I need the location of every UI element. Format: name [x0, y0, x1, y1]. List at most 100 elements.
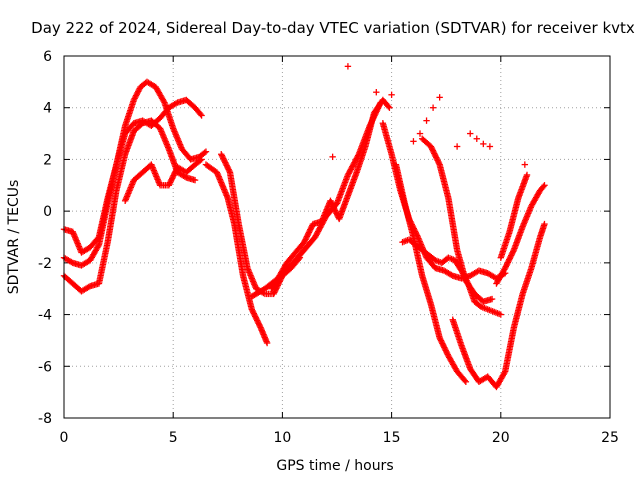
data-point	[226, 167, 233, 175]
data-point	[218, 152, 226, 159]
data-point	[388, 91, 395, 98]
data-point	[433, 155, 441, 163]
data-point	[198, 156, 205, 163]
x-tick-label: 25	[601, 430, 619, 446]
data-point	[132, 93, 139, 101]
data-point	[166, 179, 174, 186]
data-point	[220, 156, 228, 164]
data-point	[540, 183, 547, 190]
data-point	[506, 256, 513, 263]
y-axis-label: SDTVAR / TECUs	[6, 180, 22, 295]
data-point	[386, 104, 393, 111]
data-point	[372, 109, 380, 116]
data-point	[461, 377, 468, 384]
data-point	[374, 106, 381, 114]
data-point	[416, 130, 424, 137]
data-point	[135, 88, 142, 95]
data-point	[302, 236, 309, 243]
data-point	[448, 271, 455, 279]
data-point	[443, 348, 450, 355]
data-point	[367, 121, 374, 128]
data-point	[160, 97, 167, 105]
data-point	[433, 154, 440, 161]
series-low-arc	[449, 220, 548, 391]
data-point	[303, 233, 311, 240]
data-point	[368, 118, 376, 125]
data-point	[369, 116, 376, 124]
data-point	[169, 173, 177, 181]
data-point	[370, 113, 378, 121]
data-point	[508, 252, 515, 259]
y-tick-label: 2	[43, 152, 52, 168]
data-point	[271, 289, 278, 296]
data-point	[224, 163, 231, 170]
data-point	[486, 143, 494, 150]
data-point	[480, 140, 487, 148]
data-point	[130, 96, 138, 104]
data-point	[431, 150, 438, 157]
data-point	[249, 307, 256, 314]
series-fall-c	[392, 161, 470, 385]
y-tick-label: -6	[38, 359, 52, 375]
x-tick-label: 5	[169, 430, 178, 446]
data-point	[428, 144, 435, 152]
data-point	[307, 225, 315, 232]
data-point	[248, 306, 256, 313]
data-point	[435, 158, 442, 166]
data-point	[501, 369, 508, 377]
data-point	[305, 230, 312, 238]
data-point	[371, 112, 378, 119]
data-point	[135, 86, 143, 94]
data-point	[255, 320, 262, 327]
tick-labels: 0 5 10 15 20 25 -8 -6 -4 -2 0 2 4 6	[38, 49, 619, 446]
data-point	[367, 119, 375, 127]
data-point	[375, 103, 382, 111]
data-point	[221, 158, 228, 165]
data-point	[366, 122, 373, 130]
data-point	[172, 168, 179, 175]
series-short-segments	[410, 94, 494, 150]
data-point	[439, 341, 447, 349]
series-arc-b	[60, 78, 210, 269]
data-point	[501, 264, 509, 272]
data-point	[429, 147, 437, 154]
data-point	[301, 238, 308, 246]
data-point	[165, 182, 173, 189]
data-point	[438, 338, 445, 346]
y-tick-label: -2	[38, 256, 52, 272]
data-point	[218, 151, 225, 158]
data-points	[60, 63, 548, 391]
data-point	[507, 253, 514, 261]
axis-ticks	[63, 55, 611, 419]
data-point	[303, 234, 310, 242]
data-point	[430, 148, 437, 156]
data-point	[462, 378, 470, 385]
data-point	[431, 151, 439, 159]
data-point	[85, 283, 92, 291]
data-point	[541, 182, 548, 189]
data-point	[441, 344, 448, 351]
data-point	[133, 91, 140, 98]
data-point	[372, 110, 379, 118]
data-point	[222, 160, 230, 168]
data-point	[434, 157, 441, 164]
data-point	[504, 259, 512, 266]
data-point	[441, 345, 449, 353]
data-point	[429, 104, 437, 111]
x-axis-label: GPS time / hours	[276, 458, 393, 474]
data-point	[329, 153, 336, 161]
data-point	[168, 176, 175, 183]
data-point	[171, 170, 178, 178]
y-tick-label: -4	[38, 308, 52, 324]
data-point	[429, 146, 436, 153]
series-rise-b	[268, 99, 384, 292]
data-point	[506, 255, 514, 262]
data-point	[509, 249, 516, 256]
data-point	[220, 155, 227, 162]
y-tick-label: -8	[38, 411, 52, 427]
data-point	[508, 250, 516, 258]
data-point	[453, 143, 461, 150]
data-point	[376, 100, 384, 108]
data-point	[377, 99, 384, 106]
